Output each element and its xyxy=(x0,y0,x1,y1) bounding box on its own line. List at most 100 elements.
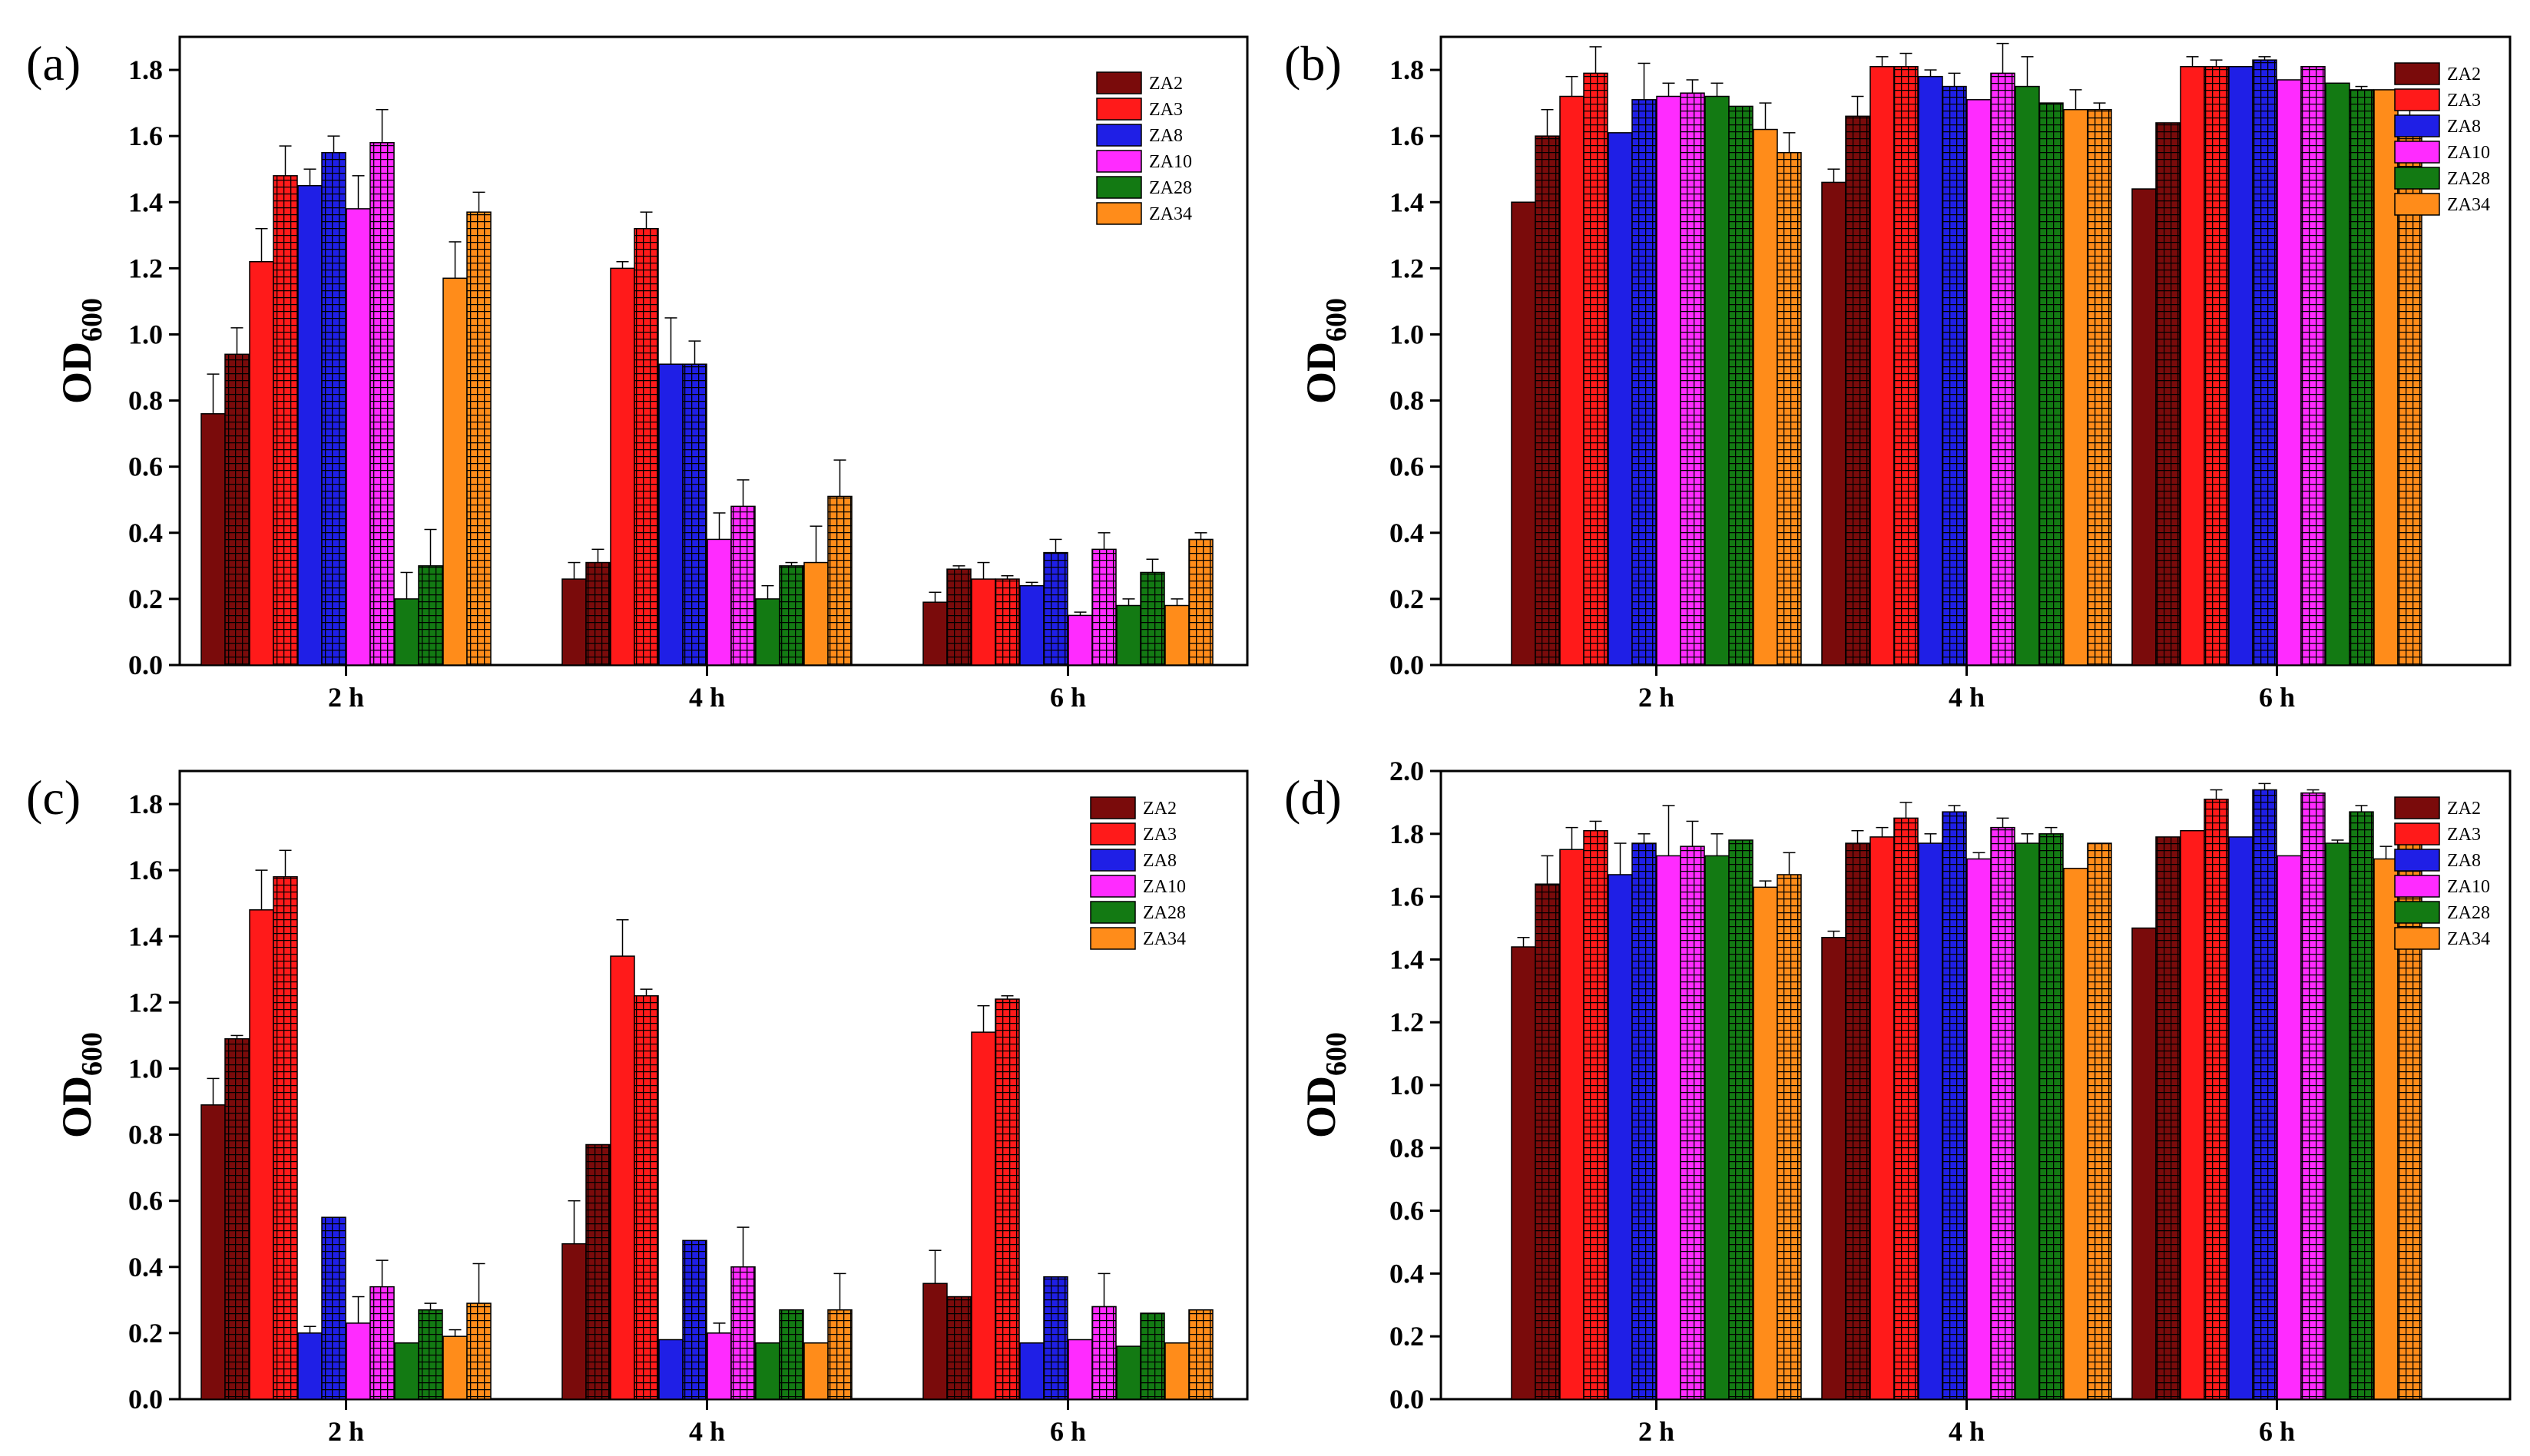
legend-swatch-za8 xyxy=(2394,849,2440,872)
y-tick-label: 0.6 xyxy=(1389,452,1424,482)
y-axis-label: OD600 xyxy=(54,298,108,404)
y-tick-label: 0.8 xyxy=(128,386,163,416)
bar-za28-a xyxy=(2325,842,2350,1400)
y-tick-label: 1.4 xyxy=(1389,944,1424,975)
legend-swatch-za8 xyxy=(1090,849,1136,872)
y-axis-label: OD600 xyxy=(1298,1032,1353,1138)
x-tick-label: 2 h xyxy=(1638,1416,1674,1447)
bar-za34-b-hatch xyxy=(1189,1309,1213,1399)
legend-swatch-za10 xyxy=(2394,875,2440,898)
bar-za10-a xyxy=(1656,95,1681,666)
bar-za8-a xyxy=(1608,874,1633,1400)
bar-za3-a xyxy=(2180,65,2205,666)
bar-za28-b-hatch xyxy=(1141,1313,1164,1399)
legend-swatch-za34 xyxy=(1090,927,1136,950)
y-tick-label: 1.4 xyxy=(128,187,163,217)
legend-swatch-za28 xyxy=(1096,176,1142,199)
bar-za34-b-hatch xyxy=(1189,539,1213,665)
legend-label-za34: ZA34 xyxy=(1143,929,1186,949)
bar-za2-a xyxy=(2131,188,2157,666)
y-tick-label: 1.0 xyxy=(128,1053,163,1084)
bar-za10-a xyxy=(1068,614,1093,666)
bar-za2-b-hatch xyxy=(1535,136,1559,665)
bar-za34-b-hatch xyxy=(828,496,852,665)
legend-label-za3: ZA3 xyxy=(1149,100,1183,120)
y-tick-label: 1.2 xyxy=(1389,253,1424,283)
x-tick-label: 6 h xyxy=(2259,682,2295,713)
y-tick-label: 0.4 xyxy=(1389,518,1424,548)
legend-label-za34: ZA34 xyxy=(2447,929,2490,949)
x-tick-label: 2 h xyxy=(328,682,364,713)
legend-label-za28: ZA28 xyxy=(1149,178,1192,198)
legend-swatch-za28 xyxy=(2394,901,2440,924)
bar-za2-a xyxy=(1821,937,1846,1400)
bar-za28-b-hatch xyxy=(2350,89,2373,665)
legend-label-za2: ZA2 xyxy=(1143,799,1177,819)
y-axis-ticks: 0.0 0.2 0.4 0.6 0.8 1.0 1.2 1.4 1.6 1.8 xyxy=(128,789,180,1415)
bar-za10-b-hatch xyxy=(370,1286,394,1399)
bar-za10-a xyxy=(1966,858,1992,1400)
bar-za28-a xyxy=(755,598,780,666)
bar-za2-a xyxy=(1511,946,1536,1400)
bar-za8-a xyxy=(658,363,684,666)
panel-label: (c) xyxy=(26,770,81,825)
y-axis-ticks: 0.0 0.2 0.4 0.6 0.8 1.0 1.2 1.4 1.6 1.8 xyxy=(128,55,180,680)
y-axis-label: OD600 xyxy=(54,1032,108,1138)
legend-swatch-za8 xyxy=(1096,124,1142,147)
y-tick-label: 0.8 xyxy=(128,1120,163,1150)
legend-label-za10: ZA10 xyxy=(2447,143,2490,163)
legend-swatch-za34 xyxy=(2394,193,2440,216)
bar-za34-b-hatch xyxy=(1777,874,1801,1399)
y-tick-label: 1.0 xyxy=(1389,1070,1424,1100)
y-tick-label: 0.8 xyxy=(1389,386,1424,416)
legend-swatch-za10 xyxy=(1090,875,1136,898)
bar-za34-a xyxy=(2063,108,2088,666)
bar-za8-b-hatch xyxy=(1632,99,1656,666)
bar-za10-b-hatch xyxy=(1681,846,1704,1399)
bar-za8-a xyxy=(658,1339,684,1400)
bar-za8-a xyxy=(1019,1342,1045,1400)
bar-za28-a xyxy=(1116,1345,1141,1400)
legend: ZA2 ZA3 ZA8 ZA10 ZA28 ZA34 xyxy=(2394,796,2490,950)
bar-za8-a xyxy=(297,1332,323,1400)
bar-za34-a xyxy=(1753,128,1778,666)
bar-za28-a xyxy=(1704,95,1730,666)
y-tick-label: 1.0 xyxy=(1389,319,1424,349)
y-tick-label: 1.6 xyxy=(1389,121,1424,151)
legend-swatch-za2 xyxy=(2394,796,2440,819)
y-tick-label: 1.2 xyxy=(1389,1007,1424,1037)
legend-label-za3: ZA3 xyxy=(2447,825,2481,845)
legend-swatch-za3 xyxy=(2394,822,2440,845)
bar-za28-a xyxy=(394,598,419,666)
bar-za28-a xyxy=(1116,604,1141,666)
bar-za3-a xyxy=(1869,65,1895,666)
bar-za34-b-hatch xyxy=(2088,109,2111,665)
bar-za10-b-hatch xyxy=(1991,73,2015,665)
bar-series-group xyxy=(1511,783,2422,1400)
bar-za3-b-hatch xyxy=(634,995,658,1399)
x-tick-label: 6 h xyxy=(1050,682,1086,713)
bar-series-group xyxy=(200,849,1214,1400)
legend-label-za34: ZA34 xyxy=(2447,195,2490,215)
bar-za2-a xyxy=(922,1282,948,1400)
x-tick-label: 2 h xyxy=(1638,682,1674,713)
x-axis-ticks: 2 h 4 h 6 h xyxy=(328,1399,1086,1447)
bar-za10-a xyxy=(707,1332,732,1400)
bar-za2-a xyxy=(2131,927,2157,1400)
bar-za8-b-hatch xyxy=(1942,812,1966,1399)
legend-label-za10: ZA10 xyxy=(1149,152,1192,172)
x-tick-label: 6 h xyxy=(2259,1416,2295,1447)
legend-label-za10: ZA10 xyxy=(2447,877,2490,897)
bar-za34-b-hatch xyxy=(1777,152,1801,665)
y-tick-label: 1.2 xyxy=(128,987,163,1018)
legend-swatch-za28 xyxy=(2394,167,2440,190)
bar-za34-b-hatch xyxy=(467,1303,491,1399)
bar-za3-b-hatch xyxy=(1584,830,1608,1399)
legend-swatch-za8 xyxy=(2394,114,2440,137)
bar-za8-b-hatch xyxy=(1044,1276,1068,1399)
legend-swatch-za3 xyxy=(1090,822,1136,845)
y-tick-label: 0.4 xyxy=(128,1252,163,1282)
bar-za28-b-hatch xyxy=(780,565,803,665)
y-tick-label: 0.6 xyxy=(1389,1196,1424,1226)
bar-za28-a xyxy=(394,1342,419,1400)
